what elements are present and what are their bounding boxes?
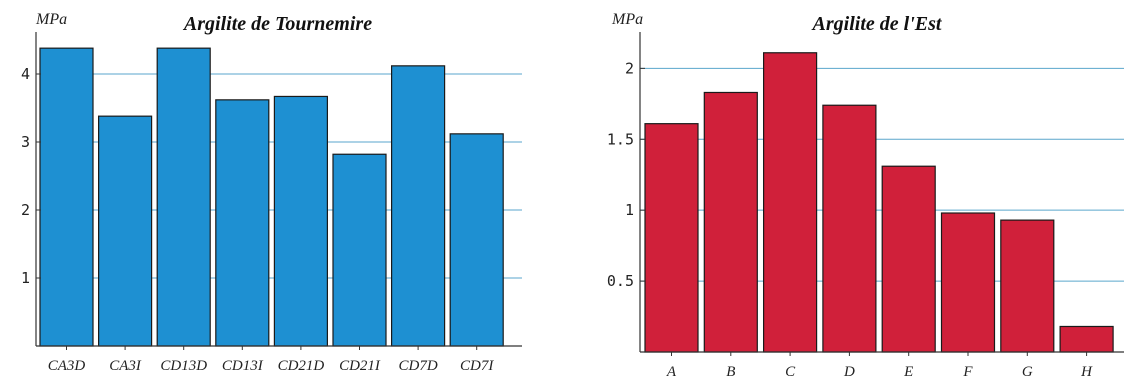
bar-g <box>1000 219 1055 353</box>
x-tick-label: CD21D <box>278 358 325 374</box>
x-tick-label: CA3I <box>109 358 142 374</box>
bar-ca3d <box>39 47 94 347</box>
x-tick-label: E <box>903 364 913 380</box>
bar-cd21i <box>332 153 387 347</box>
x-tick-label: A <box>666 364 677 380</box>
chart-tournemire: Argilite de Tournemire MPa 1 2 3 4 CA3D CA3I C… <box>21 11 522 374</box>
bar-c <box>762 52 818 353</box>
x-tick-label: CD7D <box>399 358 438 374</box>
x-tick-label: CD13I <box>222 358 264 374</box>
y-tick-label: 4 <box>21 65 30 83</box>
y-tick-label: 1.5 <box>607 130 634 148</box>
chart-title: Argilite de l'Est <box>811 13 943 35</box>
bar-e <box>881 165 936 353</box>
x-tick-label: B <box>726 364 735 380</box>
bar-ca3i <box>97 115 153 347</box>
y-tick-label: 1 <box>625 201 634 219</box>
bar-f <box>940 212 996 353</box>
x-tick-label: CD21I <box>339 358 381 374</box>
bar-cd7d <box>391 65 446 347</box>
bar-h <box>1059 325 1114 353</box>
bar-d <box>822 104 877 353</box>
y-axis-unit: MPa <box>611 11 643 28</box>
bar-cd13d <box>156 47 211 347</box>
chart-est: Argilite de l'Est MPa 0.5 1 1.5 2 A B C D E F G H <box>607 11 1124 380</box>
bar-b <box>703 91 758 353</box>
x-tick-label: G <box>1022 364 1033 380</box>
x-tick-label: CD13D <box>160 358 207 374</box>
bar-cd13i <box>215 99 270 347</box>
y-tick-label: 2 <box>625 59 634 77</box>
y-tick-label: 3 <box>21 133 30 151</box>
bar-cd21d <box>273 95 328 347</box>
x-tick-label: CA3D <box>48 358 86 374</box>
x-tick-label: D <box>843 364 855 380</box>
bar-cd7i <box>449 133 504 347</box>
x-tick-label: F <box>962 364 973 380</box>
x-tick-label: C <box>785 364 796 380</box>
y-tick-label: 0.5 <box>607 272 634 290</box>
x-tick-label: H <box>1080 364 1093 380</box>
y-tick-label: 1 <box>21 269 30 287</box>
x-tick-label: CD7I <box>460 358 494 374</box>
chart-title: Argilite de Tournemire <box>182 13 372 35</box>
bar-a <box>644 123 699 353</box>
y-tick-label: 2 <box>21 201 30 219</box>
y-axis-unit: MPa <box>35 11 67 28</box>
